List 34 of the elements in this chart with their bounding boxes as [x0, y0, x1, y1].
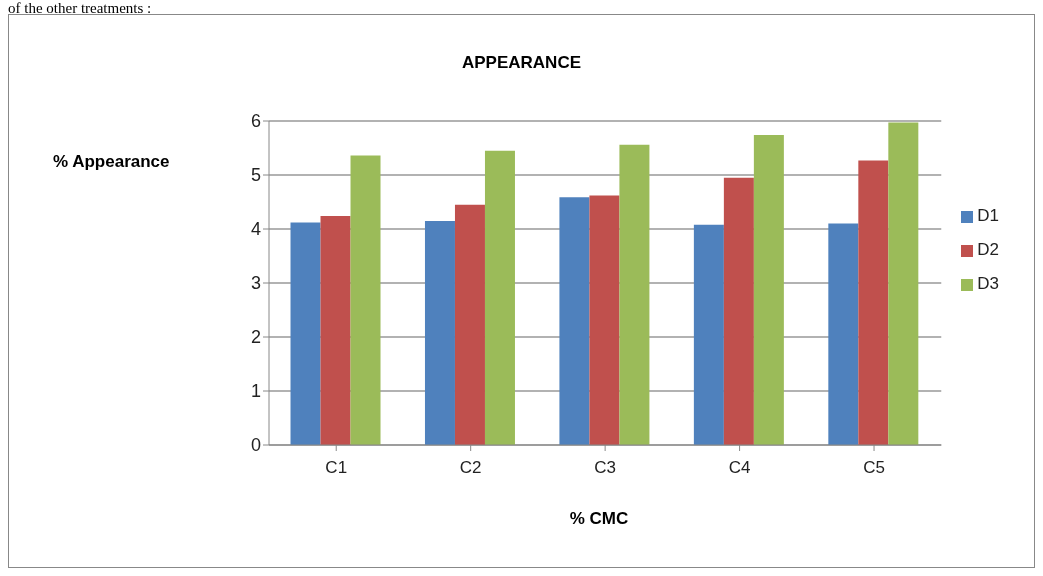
legend-label: D2	[977, 240, 999, 259]
y-axis-title: % Appearance	[53, 152, 170, 172]
chart-title: APPEARANCE	[461, 53, 582, 73]
bar	[858, 160, 889, 445]
bar	[723, 177, 754, 445]
bar	[753, 135, 784, 445]
y-tick-label: 6	[250, 111, 261, 132]
bar	[693, 224, 724, 445]
x-axis-title: % CMC	[568, 509, 630, 529]
y-tick-label: 1	[250, 381, 261, 402]
legend-label: D1	[977, 206, 999, 225]
bar	[454, 204, 485, 445]
bar	[559, 197, 590, 445]
x-tick-label: C5	[863, 458, 885, 478]
bar	[589, 195, 620, 445]
x-tick-label: C1	[325, 458, 348, 478]
text: of the other treatments :	[8, 0, 152, 17]
y-tick-label: 3	[250, 273, 261, 294]
bar	[424, 220, 455, 445]
y-tick-label: 5	[250, 165, 261, 186]
x-tick-label: C3	[594, 458, 616, 478]
bar	[619, 144, 650, 445]
legend-label: D3	[977, 274, 999, 293]
bar	[484, 150, 515, 445]
y-tick-label: 0	[250, 435, 261, 456]
bar	[888, 122, 919, 445]
bar	[320, 216, 351, 445]
x-tick-label: C4	[728, 458, 751, 478]
bar	[828, 223, 859, 445]
y-tick-label: 4	[250, 219, 261, 240]
y-tick-label: 2	[250, 327, 261, 348]
x-tick-label: C2	[459, 458, 482, 478]
bar	[290, 222, 321, 445]
bar	[350, 155, 381, 445]
